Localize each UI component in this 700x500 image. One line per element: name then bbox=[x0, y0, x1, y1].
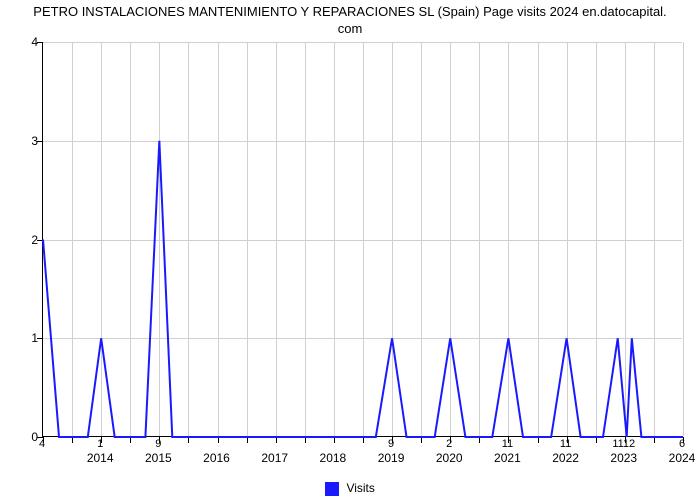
legend-swatch bbox=[325, 482, 339, 496]
xtick-major-label: 2023 bbox=[610, 451, 637, 465]
ytick-label: 1 bbox=[8, 331, 38, 345]
xtick-minor-label: 9 bbox=[388, 438, 394, 450]
plot-area bbox=[42, 42, 682, 437]
xtick-minor-label: 6 bbox=[679, 438, 685, 450]
xtick-major-label: 2024 bbox=[669, 451, 696, 465]
xtick-minor-label: 1 bbox=[97, 438, 103, 450]
xtick-major-label: 2016 bbox=[203, 451, 230, 465]
ytick-label: 2 bbox=[8, 233, 38, 247]
xtick-major-label: 2019 bbox=[378, 451, 405, 465]
xtick-minor-label: 11 bbox=[560, 438, 571, 450]
xtick-major-label: 2020 bbox=[436, 451, 463, 465]
grid-v bbox=[683, 42, 684, 436]
series-line bbox=[43, 42, 683, 437]
legend-label: Visits bbox=[346, 481, 374, 495]
xtick-major-label: 2021 bbox=[494, 451, 521, 465]
xtick-minor-label: 4 bbox=[39, 438, 45, 450]
xtick-major-label: 2022 bbox=[552, 451, 579, 465]
xtick-major-label: 2018 bbox=[320, 451, 347, 465]
xtick-major-label: 2017 bbox=[261, 451, 288, 465]
xtick-major-label: 2014 bbox=[87, 451, 114, 465]
xtick-minor-label: 1112 bbox=[612, 438, 635, 450]
ytick-label: 3 bbox=[8, 134, 38, 148]
chart-title-line1: PETRO INSTALACIONES MANTENIMIENTO Y REPA… bbox=[33, 4, 666, 19]
legend: Visits bbox=[0, 481, 700, 496]
ytick-label: 4 bbox=[8, 35, 38, 49]
chart-title: PETRO INSTALACIONES MANTENIMIENTO Y REPA… bbox=[0, 4, 700, 38]
xtick-minor-label: 9 bbox=[155, 438, 161, 450]
xtick-minor-label: 2 bbox=[446, 438, 452, 450]
chart-title-line2: com bbox=[338, 21, 363, 36]
ytick-label: 0 bbox=[8, 430, 38, 444]
xtick-major-label: 2015 bbox=[145, 451, 172, 465]
xtick-minor-label: 11 bbox=[502, 438, 513, 450]
